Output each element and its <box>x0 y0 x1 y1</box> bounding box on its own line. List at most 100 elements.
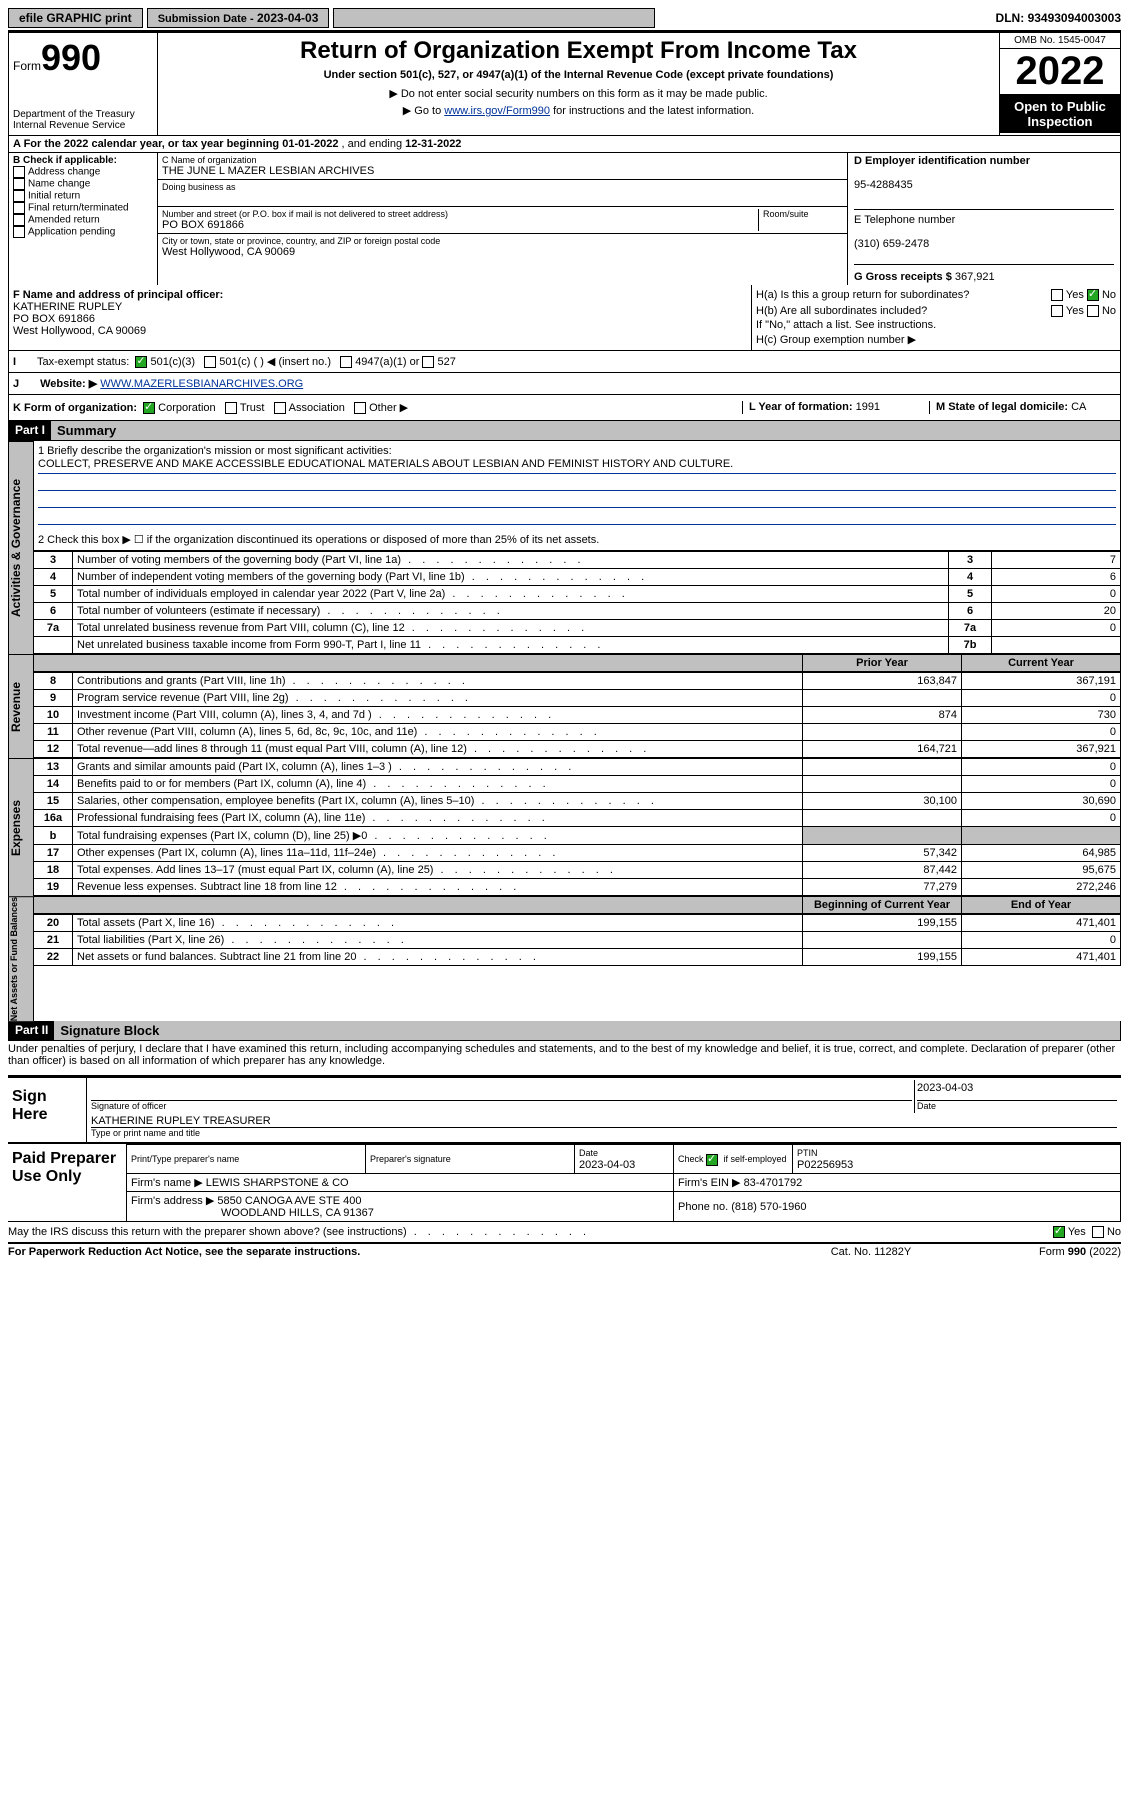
col-b: B Check if applicable: Address change Na… <box>9 153 158 285</box>
header-mid: Return of Organization Exempt From Incom… <box>158 33 999 135</box>
subtitle-2: ▶ Do not enter social security numbers o… <box>162 87 995 100</box>
submission-date-button[interactable]: Submission Date - 2023-04-03 <box>147 8 330 28</box>
table-row: 5Total number of individuals employed in… <box>34 586 1121 603</box>
row-klm: K Form of organization: Corporation Trus… <box>8 395 1121 421</box>
irs-label: Internal Revenue Service <box>13 120 153 131</box>
col-f: F Name and address of principal officer:… <box>9 285 751 350</box>
e-lbl: E Telephone number <box>854 214 955 226</box>
line-a: A For the 2022 calendar year, or tax yea… <box>8 136 1121 153</box>
chk-501c3[interactable] <box>135 356 147 368</box>
col-c: C Name of organization THE JUNE L MAZER … <box>158 153 847 285</box>
submission-date-label: Submission Date - <box>158 13 254 25</box>
b-label: B Check if applicable: <box>13 155 117 166</box>
part1-header: Part I Summary <box>8 421 1121 441</box>
officer-name: KATHERINE RUPLEY <box>13 301 122 313</box>
paid-preparer-block: Paid Preparer Use Only Print/Type prepar… <box>8 1142 1121 1221</box>
discuss-yes[interactable] <box>1053 1226 1065 1238</box>
table-row: 15Salaries, other compensation, employee… <box>34 793 1121 810</box>
ha-yes[interactable] <box>1051 289 1063 301</box>
col-d: D Employer identification number 95-4288… <box>847 153 1120 285</box>
k-lbl: K Form of organization: <box>13 402 137 414</box>
hb-yes[interactable] <box>1051 305 1063 317</box>
chk-other[interactable] <box>354 402 366 414</box>
mission-text: COLLECT, PRESERVE AND MAKE ACCESSIBLE ED… <box>38 457 1116 474</box>
addr-value: PO BOX 691866 <box>162 219 758 231</box>
sign-date: 2023-04-03 <box>917 1082 1117 1101</box>
part2-title: Signature Block <box>54 1021 1120 1040</box>
chk-self-employed[interactable] <box>706 1154 718 1166</box>
table-row: 9Program service revenue (Part VIII, lin… <box>34 690 1121 707</box>
part1-num: Part I <box>9 421 51 440</box>
side-activities-governance: Activities & Governance <box>8 441 34 654</box>
gross-receipts: 367,921 <box>955 271 995 283</box>
side-revenue: Revenue <box>8 654 34 758</box>
table-row: 19Revenue less expenses. Subtract line 1… <box>34 879 1121 896</box>
table-row: 4Number of independent voting members of… <box>34 569 1121 586</box>
dln: DLN: 93493094003003 <box>996 11 1121 25</box>
revenue-header: Prior YearCurrent Year <box>34 654 1121 672</box>
open-to-public: Open to Public Inspection <box>1000 95 1120 133</box>
g-lbl: G Gross receipts $ <box>854 271 952 283</box>
subtitle-3: ▶ Go to www.irs.gov/Form990 for instruct… <box>162 104 995 117</box>
chk-527[interactable] <box>422 356 434 368</box>
table-row: 14Benefits paid to or for members (Part … <box>34 776 1121 793</box>
ha-no[interactable] <box>1087 289 1099 301</box>
h-note: If "No," attach a list. See instructions… <box>756 319 1116 331</box>
table-row: 21Total liabilities (Part X, line 26)0 <box>34 932 1121 949</box>
city-value: West Hollywood, CA 90069 <box>162 246 843 258</box>
form-title: Return of Organization Exempt From Incom… <box>162 37 995 65</box>
pra-notice: For Paperwork Reduction Act Notice, see … <box>8 1246 771 1258</box>
irs-link[interactable]: www.irs.gov/Form990 <box>444 105 550 117</box>
form-prefix: Form <box>13 59 41 73</box>
chk-address-change[interactable] <box>13 166 25 178</box>
row-j: J Website: ▶ WWW.MAZERLESBIANARCHIVES.OR… <box>8 373 1121 395</box>
footer: For Paperwork Reduction Act Notice, see … <box>8 1242 1121 1258</box>
f-lbl: F Name and address of principal officer: <box>13 289 223 301</box>
chk-application-pending[interactable] <box>13 226 25 238</box>
chk-amended[interactable] <box>13 214 25 226</box>
c-name-lbl: C Name of organization <box>162 155 843 165</box>
form-number: 990 <box>41 37 101 78</box>
table-row: 3Number of voting members of the governi… <box>34 552 1121 569</box>
blank-button[interactable] <box>333 8 655 28</box>
part2-header: Part II Signature Block <box>8 1021 1121 1041</box>
chk-501c[interactable] <box>204 356 216 368</box>
chk-corp[interactable] <box>143 402 155 414</box>
table-row: 8Contributions and grants (Part VIII, li… <box>34 673 1121 690</box>
discuss-no[interactable] <box>1092 1226 1104 1238</box>
chk-assoc[interactable] <box>274 402 286 414</box>
declaration-text: Under penalties of perjury, I declare th… <box>8 1041 1121 1069</box>
table-row: 10Investment income (Part VIII, column (… <box>34 707 1121 724</box>
line2-label: 2 Check this box ▶ ☐ if the organization… <box>38 533 1116 546</box>
officer-addr2: West Hollywood, CA 90069 <box>13 325 146 337</box>
table-row: 12Total revenue—add lines 8 through 11 (… <box>34 741 1121 758</box>
chk-initial-return[interactable] <box>13 190 25 202</box>
chk-final-return[interactable] <box>13 202 25 214</box>
m-lbl: M State of legal domicile: <box>936 401 1068 413</box>
dba-lbl: Doing business as <box>162 182 843 192</box>
line1-label: 1 Briefly describe the organization's mi… <box>38 445 1116 457</box>
form-footer: Form 990 (2022) <box>971 1246 1121 1258</box>
header-left: Form990 Department of the Treasury Inter… <box>9 33 158 135</box>
chk-trust[interactable] <box>225 402 237 414</box>
chk-name-change[interactable] <box>13 178 25 190</box>
row-fh: F Name and address of principal officer:… <box>8 285 1121 351</box>
submission-date-value: 2023-04-03 <box>257 11 318 25</box>
table-row: 7aTotal unrelated business revenue from … <box>34 620 1121 637</box>
part2-num: Part II <box>9 1021 54 1040</box>
cat-no: Cat. No. 11282Y <box>771 1246 971 1258</box>
type-name-lbl: Type or print name and title <box>91 1128 1117 1138</box>
addr-lbl: Number and street (or P.O. box if mail i… <box>162 209 758 219</box>
firm-name: LEWIS SHARPSTONE & CO <box>206 1177 349 1189</box>
hb-no[interactable] <box>1087 305 1099 317</box>
m-val: CA <box>1071 401 1086 413</box>
table-row: 11Other revenue (Part VIII, column (A), … <box>34 724 1121 741</box>
table-row: 17Other expenses (Part IX, column (A), l… <box>34 845 1121 862</box>
l-lbl: L Year of formation: <box>749 401 853 413</box>
chk-4947[interactable] <box>340 356 352 368</box>
website-link[interactable]: WWW.MAZERLESBIANARCHIVES.ORG <box>100 378 303 390</box>
firm-addr2: WOODLAND HILLS, CA 91367 <box>221 1207 374 1219</box>
dept-label: Department of the Treasury <box>13 109 153 120</box>
efile-print-button[interactable]: efile GRAPHIC print <box>8 8 143 28</box>
hb-lbl: H(b) Are all subordinates included? <box>756 305 927 317</box>
